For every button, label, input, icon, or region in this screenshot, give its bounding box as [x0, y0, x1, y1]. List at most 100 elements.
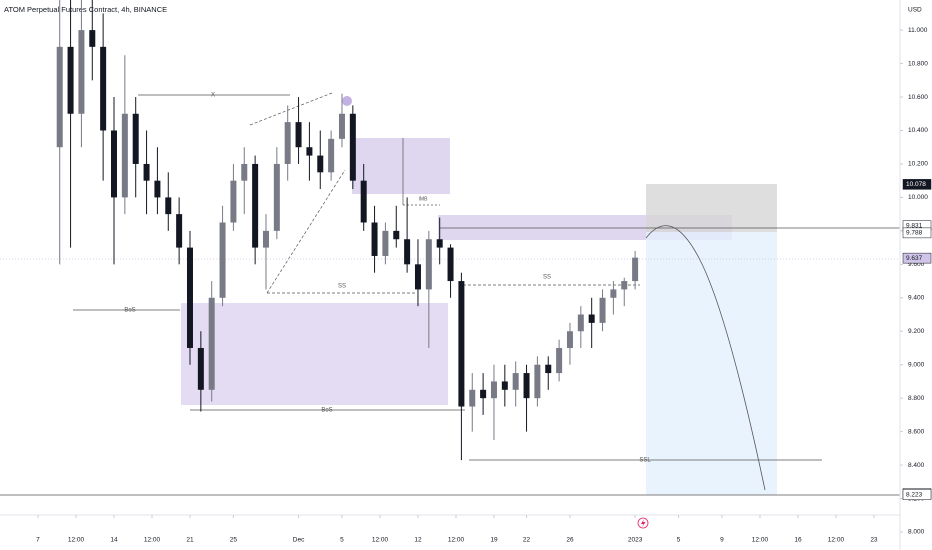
price-badge-label: 9.788 — [906, 230, 923, 237]
candle-body — [425, 239, 432, 290]
y-tick-label: 8.400 — [908, 462, 925, 469]
candle-body — [458, 281, 465, 407]
y-tick-label: 10.000 — [908, 194, 928, 201]
x-tick-label: 12:00 — [372, 537, 389, 544]
x-tick-label: 7 — [36, 537, 40, 544]
candle-body — [295, 122, 302, 148]
candle-body — [447, 247, 454, 282]
y-tick-label: 10.400 — [908, 127, 928, 134]
candle-body — [534, 364, 541, 399]
candle-body — [56, 46, 63, 148]
x-tick-label: 16 — [794, 537, 802, 544]
y-tick-label: 10.800 — [908, 60, 928, 67]
y-tick-label: 8.600 — [908, 428, 925, 435]
target-zone — [646, 232, 777, 495]
price-badge-label: 9.831 — [906, 222, 923, 229]
x-tick-label: 19 — [490, 537, 498, 544]
currency: USD — [908, 7, 922, 14]
candle-body — [414, 264, 421, 290]
candle-body — [610, 289, 617, 298]
annotation: IMB — [419, 196, 429, 202]
candle-body — [501, 381, 508, 390]
x-tick-label: 2023 — [628, 537, 643, 544]
annotation: BoS — [124, 308, 135, 314]
candle-body — [186, 247, 193, 348]
event-icon[interactable] — [637, 517, 649, 529]
annotation: SSL — [639, 458, 651, 464]
annotation: SS — [543, 275, 551, 281]
chart-title: ATOM Perpetual Futures Contract, 4h, BIN… — [4, 5, 167, 14]
candle-body — [100, 46, 107, 131]
candle-body — [523, 373, 530, 399]
candle-body — [480, 389, 487, 399]
candle-body — [349, 113, 356, 181]
drawings: BoS BoS SS SS SSL X IMB — [0, 92, 900, 496]
candle-body — [404, 239, 411, 265]
zone — [352, 138, 450, 194]
candle-body — [176, 214, 183, 248]
annotation: X — [211, 93, 215, 99]
trend-line — [249, 92, 333, 126]
candle-body — [67, 46, 74, 114]
y-tick-label: 8.000 — [908, 529, 925, 536]
trend-line — [266, 169, 346, 294]
candle-body — [621, 281, 628, 290]
candle-body — [262, 230, 269, 248]
x-tick-label: 12:00 — [828, 537, 845, 544]
annotation: BoS — [321, 408, 332, 414]
price-badge-label: 8.223 — [906, 491, 923, 498]
candle-body — [556, 347, 563, 374]
candle-body — [382, 230, 389, 256]
zone — [181, 303, 448, 405]
x-tick-label: 26 — [566, 537, 574, 544]
x-tick-label: 21 — [186, 537, 194, 544]
candle-body — [588, 314, 595, 323]
x-tick-label: 14 — [110, 537, 118, 544]
price-badge-label: 9.637 — [906, 255, 923, 262]
y-tick-label: 9.400 — [908, 295, 925, 302]
candle-body — [328, 138, 335, 173]
candle-body — [393, 230, 400, 240]
candle-body — [121, 113, 128, 198]
price-badge — [902, 179, 932, 190]
y-tick-label: 9.600 — [908, 261, 925, 268]
marker — [342, 96, 352, 106]
x-tick-label: 12:00 — [752, 537, 769, 544]
x-tick-label: 12:00 — [68, 537, 85, 544]
y-tick-label: 9.200 — [908, 328, 925, 335]
candle-body — [165, 197, 172, 215]
annotation: SS — [338, 284, 346, 290]
y-tick-label: 9.000 — [908, 361, 925, 368]
candle-body — [208, 297, 215, 390]
candle-body — [132, 113, 139, 164]
candle-body — [338, 113, 345, 139]
x-tick-label: 9 — [720, 537, 724, 544]
stop-zone — [646, 184, 777, 232]
candle-body — [89, 30, 96, 47]
x-tick-label: Dec — [293, 537, 305, 544]
candle-body — [371, 222, 378, 256]
candle-body — [490, 381, 497, 399]
price-badge — [902, 252, 932, 264]
price-badge-label: 10.078 — [906, 181, 926, 188]
y-tick-label: 8.800 — [908, 395, 925, 402]
candle-body — [317, 155, 324, 173]
y-tick-label: 11.000 — [908, 27, 928, 34]
candle-body — [632, 257, 639, 282]
y-tick-label: 10.200 — [908, 161, 928, 168]
candle-body — [599, 297, 606, 323]
candle-body — [154, 180, 161, 198]
candle-body — [273, 163, 280, 231]
candle-body — [545, 364, 552, 374]
x-tick-label: 5 — [340, 537, 344, 544]
price-badge — [902, 227, 932, 239]
x-tick-label: 5 — [677, 537, 681, 544]
candle-body — [219, 222, 226, 298]
candle-body — [78, 30, 85, 114]
candle-body — [241, 163, 248, 181]
x-tick-label: 22 — [523, 537, 531, 544]
y-tick-label: 10.600 — [908, 94, 928, 101]
x-tick-label: 23 — [870, 537, 878, 544]
candle-body — [110, 130, 117, 198]
